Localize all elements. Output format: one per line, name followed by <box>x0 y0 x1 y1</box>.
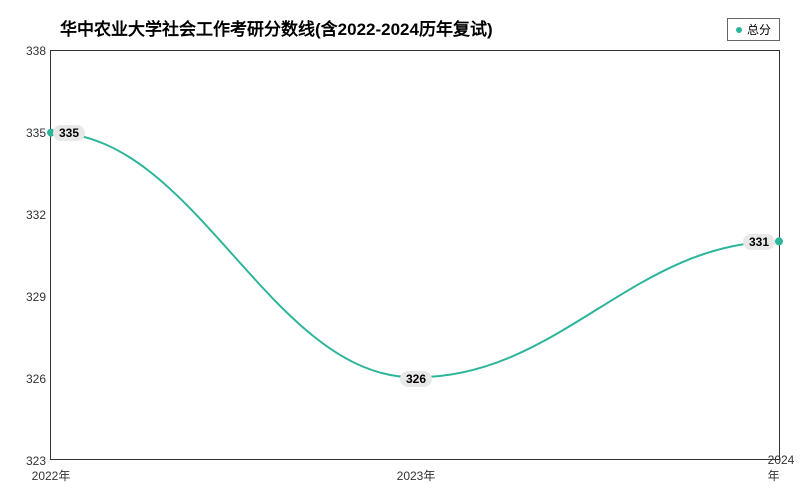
x-axis-tick: 2024年 <box>768 453 795 484</box>
x-axis-tick: 2023年 <box>397 467 436 484</box>
data-point-marker <box>775 237 783 245</box>
legend-marker-icon <box>736 27 742 33</box>
y-axis-tick: 338 <box>11 44 46 58</box>
legend-label: 总分 <box>747 21 771 38</box>
x-axis-tick: 2022年 <box>32 467 71 484</box>
data-point-label: 326 <box>400 371 432 387</box>
data-point-label: 335 <box>53 125 85 141</box>
line-chart-svg <box>51 51 779 459</box>
chart-container: 华中农业大学社会工作考研分数线(含2022-2024历年复试) 总分 323 32… <box>0 0 800 500</box>
y-axis-tick: 326 <box>11 372 46 386</box>
y-axis-tick: 335 <box>11 126 46 140</box>
chart-title: 华中农业大学社会工作考研分数线(含2022-2024历年复试) <box>60 15 493 40</box>
legend: 总分 <box>727 18 780 41</box>
y-axis-tick: 332 <box>11 208 46 222</box>
y-axis-tick: 329 <box>11 290 46 304</box>
plot-area: 3233263293323353382022年2023年2024年3353263… <box>50 50 780 460</box>
data-point-label: 331 <box>743 234 775 250</box>
y-axis-tick: 323 <box>11 454 46 468</box>
series-line <box>51 133 779 378</box>
